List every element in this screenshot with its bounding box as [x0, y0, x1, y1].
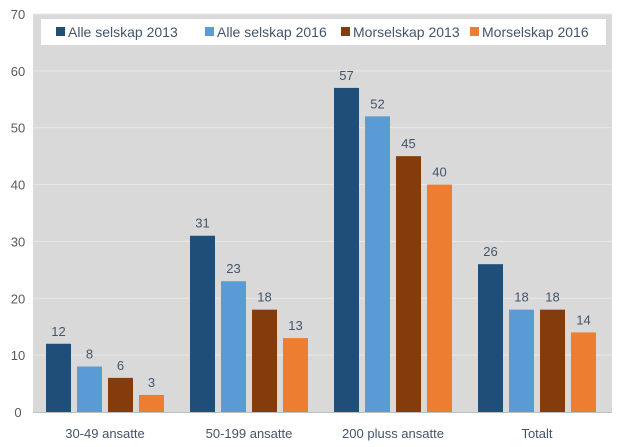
y-tick-label: 70 — [11, 7, 25, 22]
data-label: 3 — [148, 375, 155, 390]
legend-box — [41, 19, 606, 45]
data-label: 40 — [432, 165, 446, 180]
bar — [334, 87, 359, 413]
bar — [139, 394, 164, 412]
legend-label: Morselskap 2016 — [482, 24, 589, 40]
data-label: 14 — [576, 312, 590, 327]
data-label: 26 — [483, 244, 497, 259]
bar — [427, 184, 452, 412]
legend-label: Alle selskap 2013 — [68, 24, 178, 40]
legend-swatch — [205, 27, 214, 36]
bar — [221, 281, 246, 412]
legend-swatch — [341, 27, 350, 36]
data-label: 18 — [514, 290, 528, 305]
legend-swatch — [56, 27, 65, 36]
y-tick-label: 30 — [11, 234, 25, 249]
bar — [571, 332, 596, 412]
legend-swatch — [470, 27, 479, 36]
bar — [77, 366, 102, 412]
legend-label: Morselskap 2013 — [353, 24, 460, 40]
bar — [108, 377, 133, 412]
y-tick-label: 40 — [11, 178, 25, 193]
data-label: 12 — [51, 324, 65, 339]
bar — [283, 338, 308, 412]
bar — [190, 235, 215, 412]
data-label: 18 — [545, 290, 559, 305]
x-tick-label: 50-199 ansatte — [206, 426, 293, 441]
data-label: 13 — [288, 318, 302, 333]
data-label: 52 — [370, 96, 384, 111]
bar — [252, 309, 277, 412]
y-tick-label: 60 — [11, 64, 25, 79]
data-label: 31 — [195, 216, 209, 231]
x-tick-label: 200 pluss ansatte — [342, 426, 444, 441]
y-tick-label: 10 — [11, 348, 25, 363]
data-label: 8 — [86, 347, 93, 362]
x-tick-label: 30-49 ansatte — [65, 426, 145, 441]
y-tick-label: 20 — [11, 291, 25, 306]
bar — [46, 343, 71, 412]
bar — [509, 309, 534, 412]
bar — [365, 116, 390, 412]
x-tick-label: Totalt — [521, 426, 552, 441]
y-tick-label: 50 — [11, 121, 25, 136]
legend-label: Alle selskap 2016 — [217, 24, 327, 40]
data-label: 23 — [226, 261, 240, 276]
bar — [540, 309, 565, 412]
data-label: 57 — [339, 68, 353, 83]
bar — [478, 264, 503, 412]
y-tick-label: 0 — [14, 405, 21, 420]
data-label: 18 — [257, 290, 271, 305]
data-label: 6 — [117, 358, 124, 373]
data-label: 45 — [401, 136, 415, 151]
bar — [396, 156, 421, 412]
